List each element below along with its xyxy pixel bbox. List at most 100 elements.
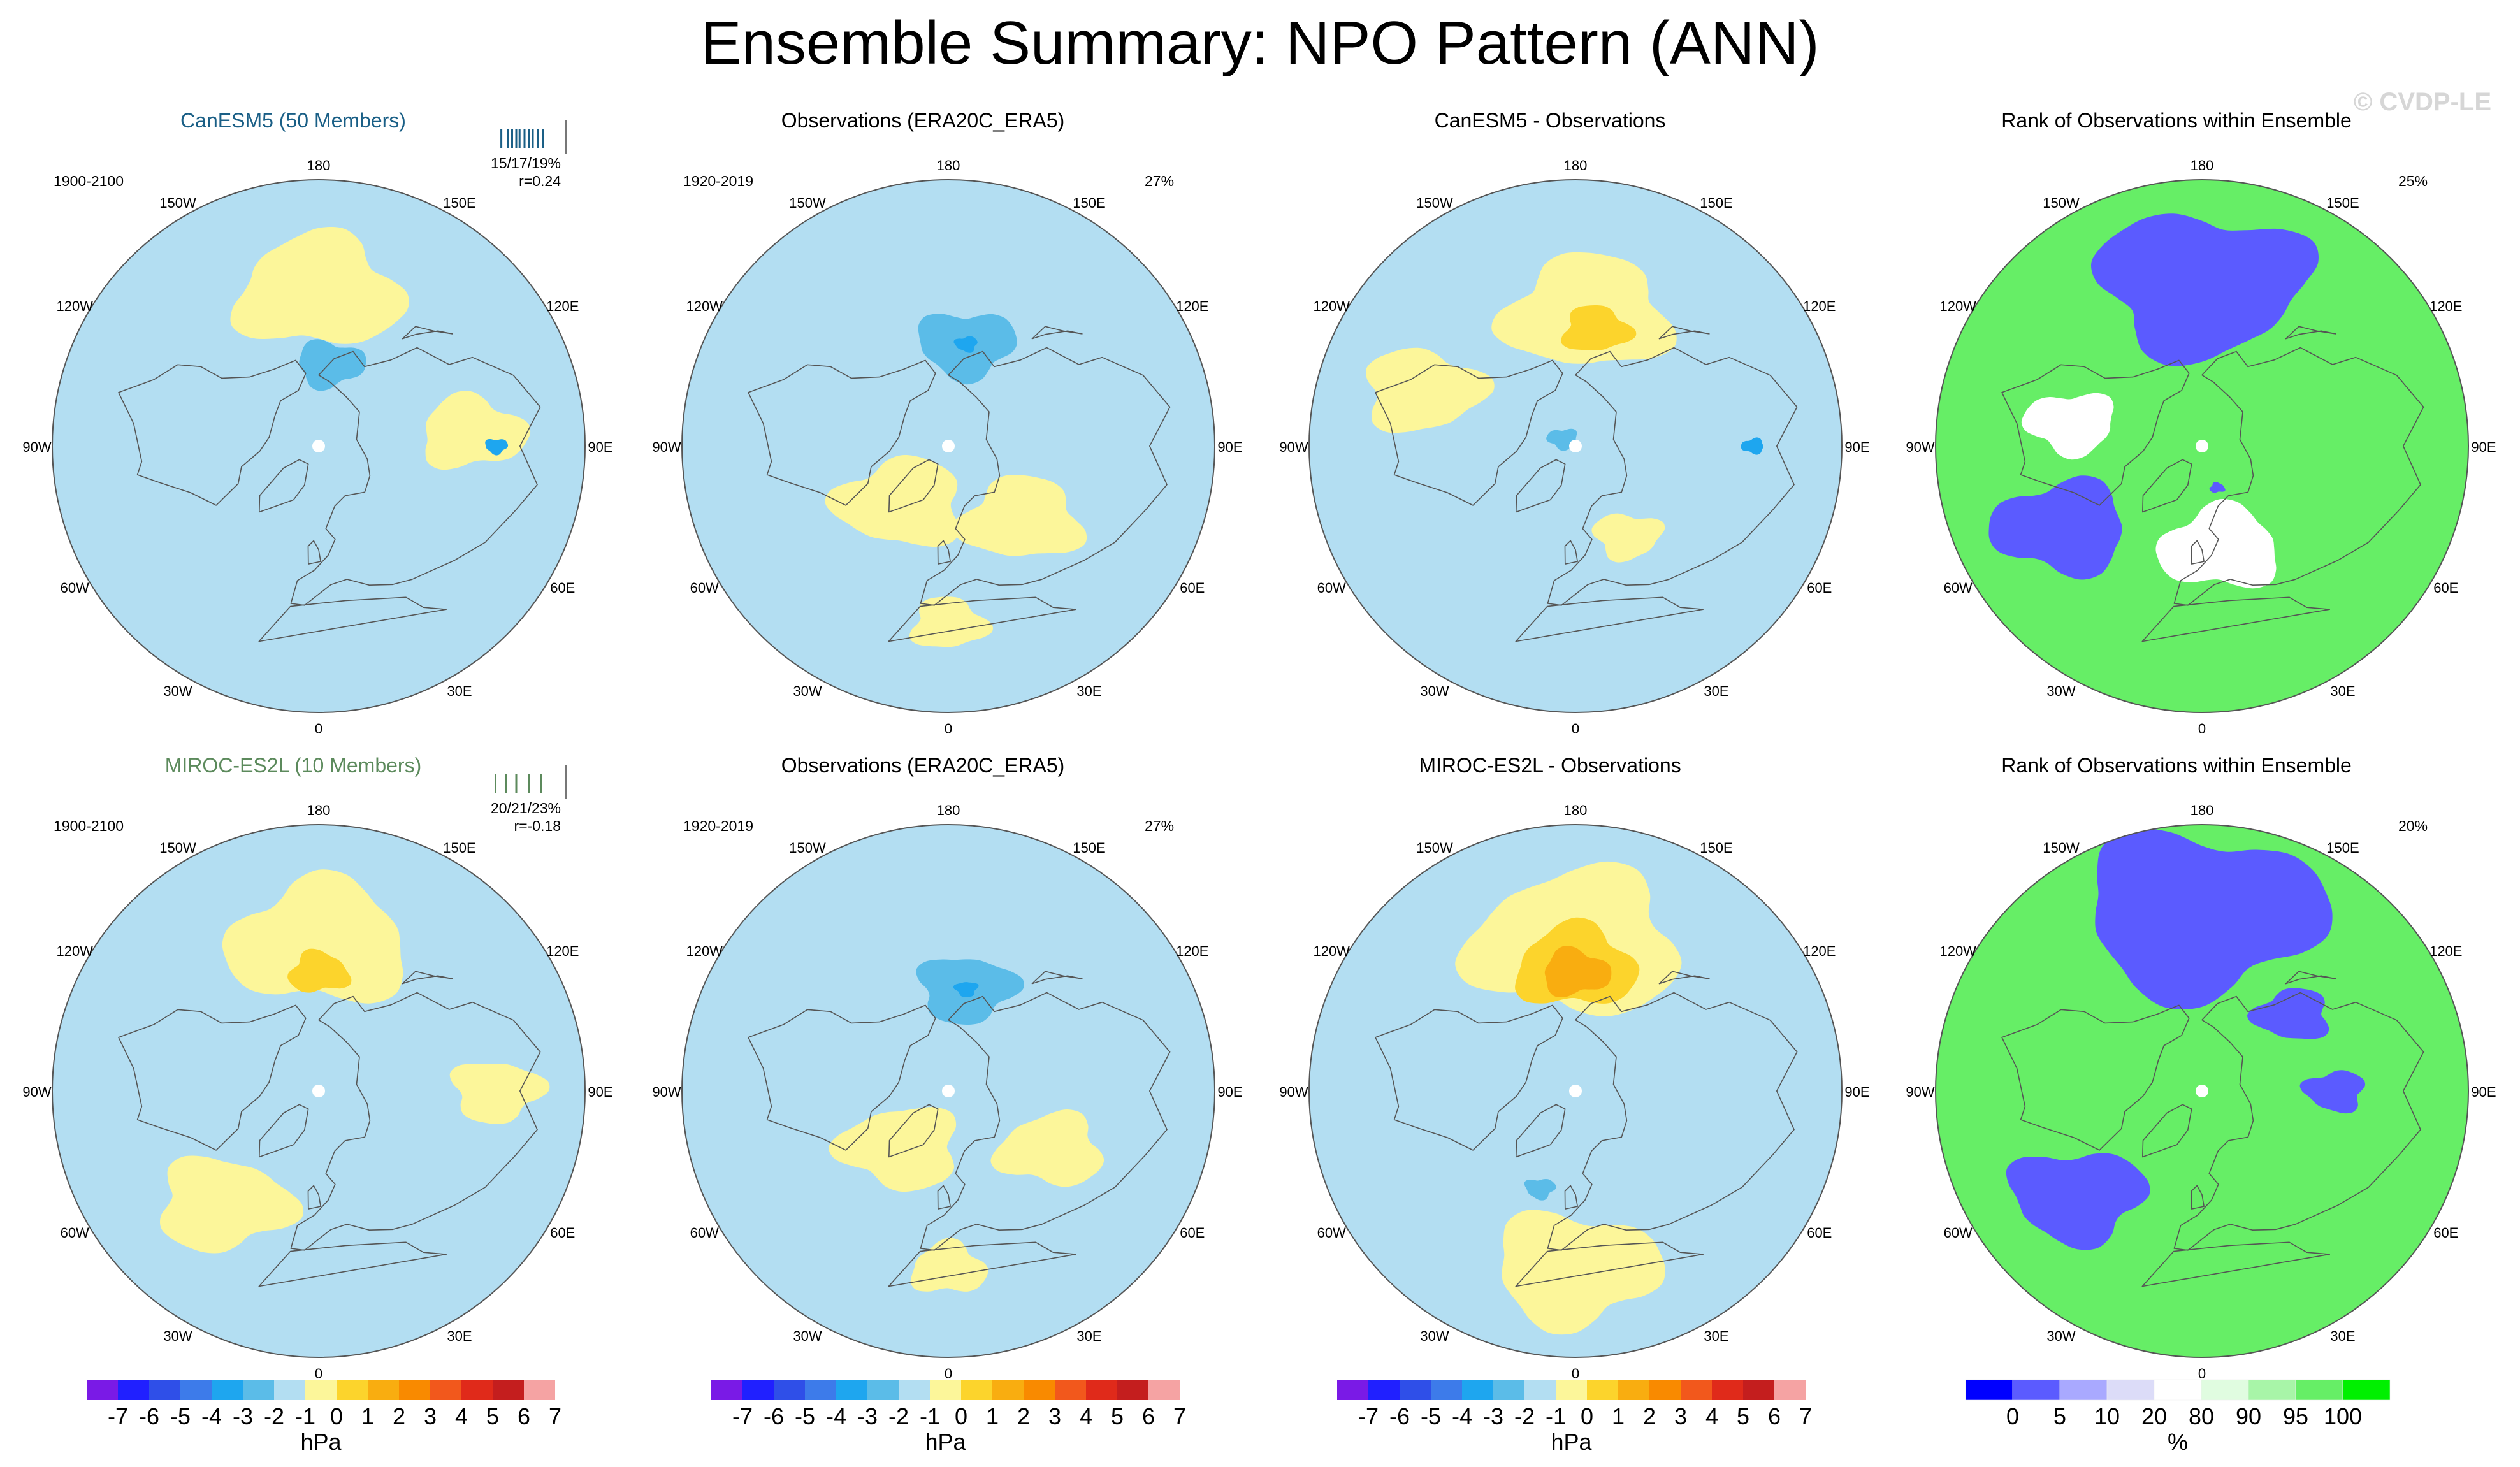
field-contour: [299, 339, 366, 391]
colorbar-swatch: [1148, 1380, 1180, 1400]
colorbar-swatch: [149, 1380, 180, 1400]
colorbar-swatch: [1086, 1380, 1117, 1400]
lon-label: 150E: [1073, 840, 1105, 856]
lon-label: 90W: [1906, 439, 1934, 455]
colorbar-rank: 0 5 10 20 80 90 95 100%: [1965, 1379, 2391, 1455]
lon-label: 90E: [2471, 1084, 2496, 1100]
colorbar-anomaly: -7 -6 -5 -4 -3 -2 -1 0 1 2 3 4 5 6 7 hPa: [87, 1380, 561, 1455]
lon-label: 60E: [550, 1225, 575, 1241]
lon-label: 90E: [1217, 1084, 1242, 1100]
colorbar-swatch: [118, 1380, 149, 1400]
panel-title: MIROC-ES2L - Observations: [1419, 754, 1681, 777]
colorbar-tick-label: 3: [1048, 1403, 1061, 1429]
colorbar-swatch: [243, 1380, 274, 1400]
lon-label: 120W: [1939, 943, 1976, 959]
lon-label: 150W: [159, 195, 196, 211]
period-label: 1900-2100: [54, 818, 124, 834]
variance-label: 25%: [2398, 173, 2428, 189]
panel-title: Rank of Observations within Ensemble: [2001, 754, 2352, 777]
colorbar-tick-label: 4: [1705, 1403, 1718, 1429]
lon-label: 90W: [1279, 1084, 1308, 1100]
colorbar-swatch: [2106, 1379, 2155, 1401]
colorbar-swatch: [1681, 1380, 1712, 1400]
pole-marker: [1569, 440, 1582, 452]
colorbar-swatch: [524, 1380, 555, 1400]
colorbar-swatch: [1117, 1380, 1148, 1400]
field-contour: [230, 226, 409, 344]
field-contour: [990, 1109, 1104, 1187]
pole-marker: [312, 440, 325, 452]
lon-label: 180: [937, 157, 960, 173]
lon-label: 30W: [1420, 1328, 1449, 1344]
map-border: [52, 824, 586, 1358]
lon-label: 90W: [1279, 439, 1308, 455]
lon-label: 0: [2198, 721, 2206, 737]
variance-label: 27%: [1145, 173, 1174, 189]
field-contour: [953, 982, 979, 997]
colorbar-swatch: [1400, 1380, 1431, 1400]
corr-label: r=-0.18: [514, 818, 561, 834]
colorbar-tick-label: 5: [2053, 1403, 2066, 1429]
colorbar-swatch: [711, 1380, 742, 1400]
lon-label: 90E: [588, 439, 612, 455]
coastline: [2001, 971, 2424, 1287]
lon-label: 150E: [2326, 195, 2359, 211]
colorbar-anomaly: -7 -6 -5 -4 -3 -2 -1 0 1 2 3 4 5 6 7 hPa: [711, 1380, 1186, 1455]
colorbar-swatch: [87, 1380, 118, 1400]
coastline: [118, 326, 541, 642]
field-contour: [2247, 988, 2329, 1039]
field-contour: [2209, 482, 2226, 493]
colorbar-tick-label: -1: [920, 1403, 940, 1429]
lon-label: 150E: [1700, 195, 1732, 211]
lon-label: 90E: [2471, 439, 2496, 455]
lon-label: 30E: [1076, 683, 1101, 699]
colorbar-swatch: [305, 1380, 337, 1400]
map-field: [52, 825, 585, 1357]
lon-label: 60E: [2433, 580, 2458, 596]
lon-label: 180: [2191, 802, 2214, 818]
lon-label: 180: [1564, 802, 1588, 818]
map-panel: 180 150E 120E 90E 60E 30E 0 30W 60W 90W 120W 150W MI…: [22, 754, 612, 1382]
colorbar-tick-label: 0: [1581, 1403, 1593, 1429]
colorbar-swatch: [1587, 1380, 1618, 1400]
field-contour: [449, 1063, 550, 1124]
panel-title: Observations (ERA20C_ERA5): [781, 109, 1065, 132]
colorbar-swatch: [212, 1380, 243, 1400]
colorbar-swatch: [430, 1380, 461, 1400]
colorbar-swatch: [805, 1380, 836, 1400]
colorbar-tick-label: 3: [1674, 1403, 1687, 1429]
field-contour: [2006, 1153, 2150, 1250]
coastline: [1375, 971, 1798, 1287]
lon-label: 180: [1564, 157, 1588, 173]
map-field: [52, 180, 585, 712]
lon-label: 90W: [1906, 1084, 1934, 1100]
lon-label: 30E: [1704, 1328, 1728, 1344]
colorbar-tick-label: -7: [1358, 1403, 1379, 1429]
lon-label: 30W: [163, 1328, 192, 1344]
lon-label: 30W: [163, 683, 192, 699]
colorbar-swatch: [1965, 1379, 2013, 1401]
panel-title: MIROC-ES2L (10 Members): [165, 754, 421, 777]
colorbar-swatch: [2012, 1379, 2060, 1401]
lon-label: 120W: [1939, 298, 1976, 314]
lon-label: 30W: [2046, 1328, 2075, 1344]
lon-label: 0: [945, 1366, 952, 1382]
field-contour: [2155, 499, 2277, 589]
coastline: [748, 971, 1171, 1287]
lon-label: 60W: [690, 1225, 719, 1241]
coastline: [1375, 326, 1798, 642]
colorbar-tick-label: -3: [857, 1403, 878, 1429]
colorbar-swatch: [1743, 1380, 1774, 1400]
lon-label: 60W: [61, 1225, 89, 1241]
map-panel: 180 150E 120E 90E 60E 30E 0 30W 60W 90W 120W 150W MI…: [1279, 754, 1869, 1382]
field-contour: [1591, 513, 1665, 563]
colorbar-tick-label: 6: [518, 1403, 530, 1429]
lon-label: 150W: [789, 840, 826, 856]
lon-label: 180: [937, 802, 960, 818]
lon-label: 120W: [1313, 298, 1350, 314]
colorbar-swatch: [1493, 1380, 1524, 1400]
colorbar-swatch: [836, 1380, 867, 1400]
lon-label: 60E: [1180, 580, 1205, 596]
lon-label: 0: [315, 1366, 322, 1382]
